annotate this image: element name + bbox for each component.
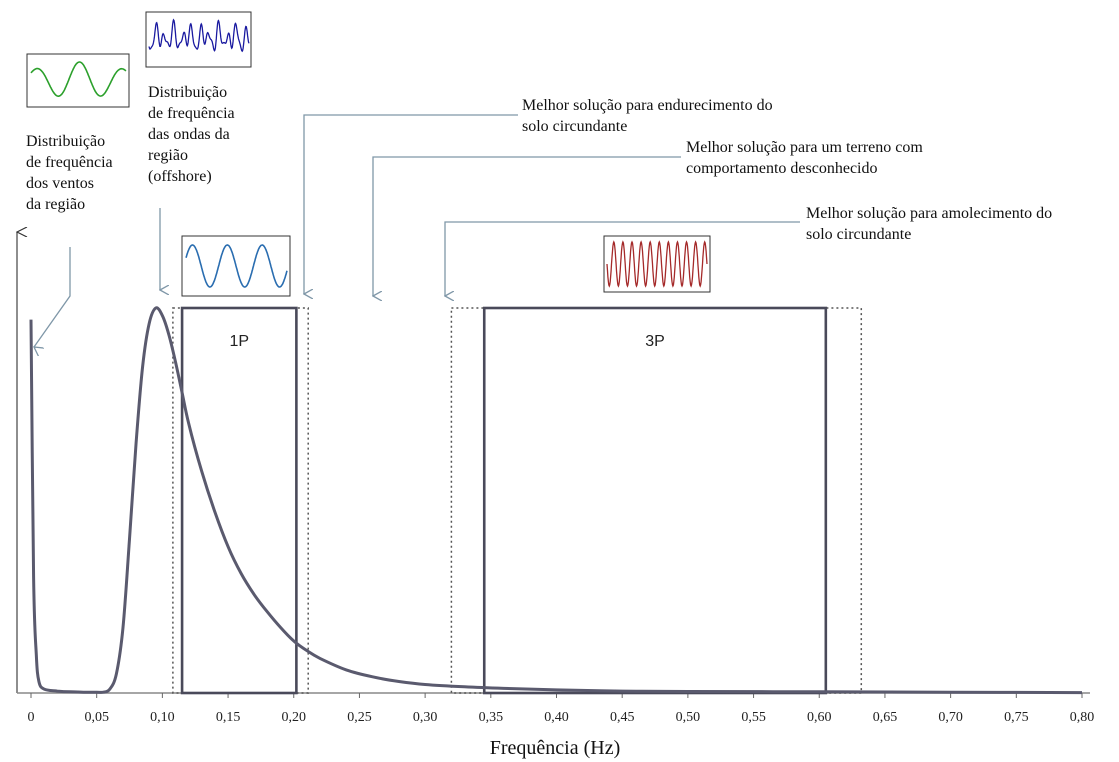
x-tick-label: 0,20 xyxy=(282,710,307,725)
x-tick-label: 0,50 xyxy=(676,710,701,725)
stiff-soil-arrow xyxy=(304,114,518,294)
x-tick-label: 0,70 xyxy=(938,710,963,725)
stiff-soil-label: Melhor solução para endurecimento do sol… xyxy=(522,97,777,135)
wind-signal-icon xyxy=(26,53,130,108)
x-tick-label: 0,05 xyxy=(84,710,109,725)
band-label: 3P xyxy=(645,333,665,350)
x-tick-label: 0,55 xyxy=(741,710,766,725)
wave-distribution-label: Distribuição de frequência das ondas da … xyxy=(148,84,239,185)
band-label: 1P xyxy=(229,333,249,350)
wave-spectrum-curve xyxy=(29,306,1083,695)
soft-soil-arrow xyxy=(445,221,800,296)
x-axis-label: Frequência (Hz) xyxy=(490,737,621,759)
band-3P xyxy=(482,306,828,695)
ocean-wave-signal-icon xyxy=(145,11,252,68)
x-tick-label: 0,10 xyxy=(150,710,175,725)
x-tick-labels: 0 0,05 0,10 0,15 0,20 0,25 0,30 0,35 0,40 0,45 0,5… xyxy=(28,710,1095,725)
annotation-arrows xyxy=(34,114,800,347)
3p-signal-icon xyxy=(603,235,711,293)
wind-distribution-label: Distribuição de frequência dos ventos da… xyxy=(26,133,117,213)
x-tick-label: 0,60 xyxy=(807,710,832,725)
band-tolerance-3P xyxy=(450,307,863,694)
soft-soil-label: Melhor solução para amolecimento do solo… xyxy=(806,205,1056,243)
x-tick-label: 0,65 xyxy=(873,710,898,725)
x-tick-label: 0,30 xyxy=(413,710,438,725)
bands: 1P 3P xyxy=(172,306,863,695)
band-1P xyxy=(180,306,298,695)
unknown-soil-label: Melhor solução para um terreno com compo… xyxy=(686,139,927,177)
1p-signal-icon xyxy=(181,235,291,297)
wind-arrow xyxy=(34,247,71,347)
x-tick-label: 0,80 xyxy=(1070,710,1095,725)
x-tick-label: 0 xyxy=(28,710,35,725)
x-tick-label: 0,75 xyxy=(1004,710,1029,725)
unknown-soil-arrow xyxy=(373,156,681,296)
x-tick-label: 0,45 xyxy=(610,710,635,725)
x-tick-label: 0,40 xyxy=(544,710,569,725)
x-tick-label: 0,15 xyxy=(216,710,241,725)
x-tick-label: 0,35 xyxy=(479,710,504,725)
x-tick-label: 0,25 xyxy=(347,710,372,725)
